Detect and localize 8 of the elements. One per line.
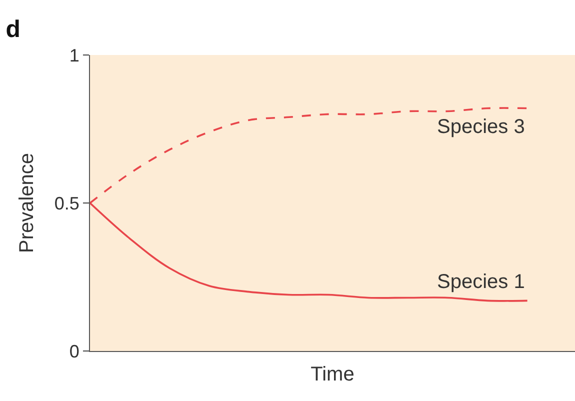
x-axis-title: Time [310,364,354,386]
y-tick-label: 0 [69,341,80,362]
series-label: Species 3 [437,116,525,138]
chart-title: d [6,16,20,43]
y-axis-title: Prevalence [16,152,38,254]
y-tick-label: 1 [69,45,80,66]
series-label: Species 1 [437,271,525,293]
y-tick-label: 0.5 [54,193,80,214]
